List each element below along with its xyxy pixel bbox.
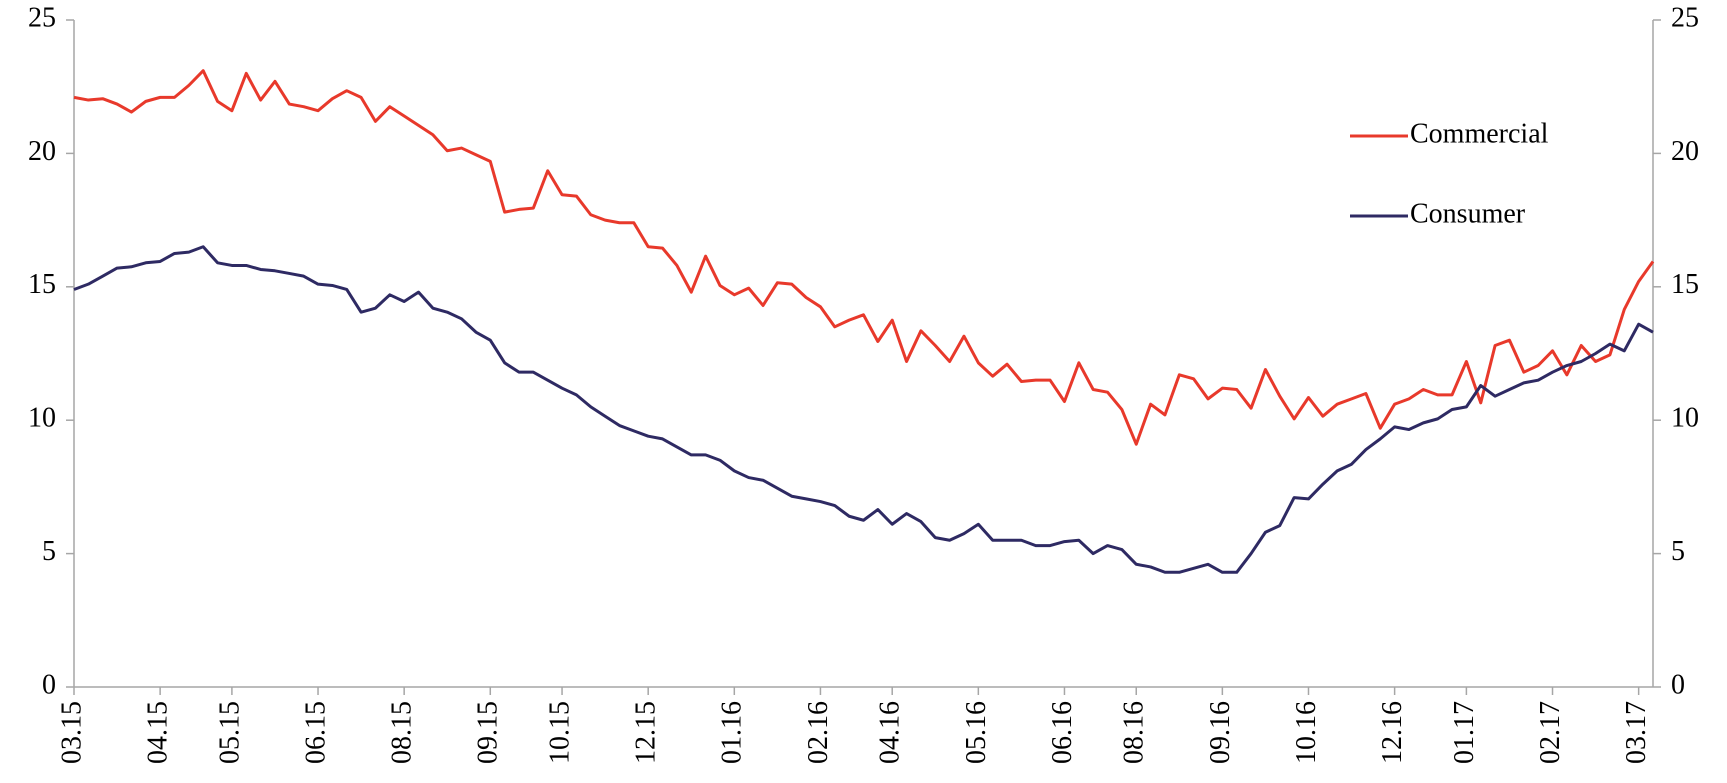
series-line <box>73 69 1655 446</box>
x-tick-label: 05.15 <box>214 701 245 764</box>
x-tick-label: 02.16 <box>803 701 834 764</box>
y2-tick-label: 15 <box>1671 269 1699 300</box>
x-tick-label: 04.16 <box>875 701 906 764</box>
y2-tick-label: 10 <box>1671 403 1699 434</box>
x-tick-label: 04.15 <box>143 701 174 764</box>
y-tick-label: 10 <box>28 403 56 434</box>
x-tick-label: 10.15 <box>544 701 575 764</box>
y2-tick-label: 25 <box>1671 2 1699 33</box>
x-tick-label: 12.16 <box>1377 701 1408 764</box>
x-tick-label: 06.15 <box>300 701 331 764</box>
y2-tick-label: 5 <box>1671 536 1685 567</box>
x-tick-label: 01.17 <box>1449 701 1480 764</box>
y-tick-label: 5 <box>42 536 56 567</box>
x-tick-label: 08.15 <box>387 701 418 764</box>
x-tick-label: 09.15 <box>473 701 504 764</box>
x-tick-label: 01.16 <box>717 701 748 764</box>
y-tick-label: 20 <box>28 136 56 167</box>
legend-label: Consumer <box>1410 198 1526 229</box>
x-tick-label: 09.16 <box>1205 701 1236 764</box>
y2-tick-label: 0 <box>1671 669 1685 700</box>
x-tick-label: 02.17 <box>1535 701 1566 764</box>
y-tick-label: 0 <box>42 669 56 700</box>
legend-label: Commercial <box>1410 118 1549 149</box>
y2-tick-label: 20 <box>1671 136 1699 167</box>
x-tick-label: 06.16 <box>1047 701 1078 764</box>
series-line <box>73 245 1654 574</box>
x-tick-label: 08.16 <box>1119 701 1150 764</box>
x-tick-label: 05.16 <box>961 701 992 764</box>
x-tick-label: 03.17 <box>1621 701 1652 764</box>
y-tick-label: 15 <box>28 269 56 300</box>
y-tick-label: 25 <box>28 2 56 33</box>
x-tick-label: 10.16 <box>1291 701 1322 764</box>
x-tick-label: 12.15 <box>631 701 662 764</box>
x-tick-label: 03.15 <box>56 701 87 764</box>
